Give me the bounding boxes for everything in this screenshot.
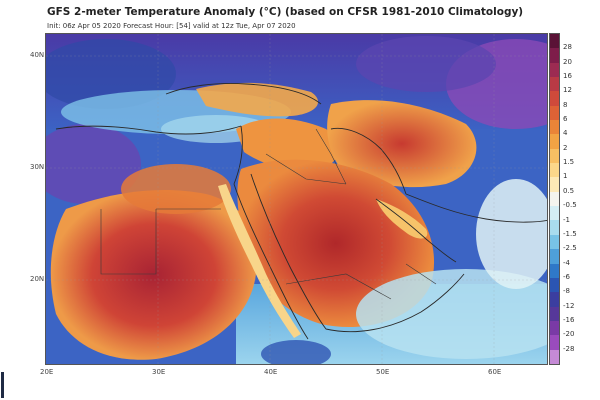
- lon-label-50e: 50E: [376, 368, 390, 376]
- colorbar-segment: [550, 120, 559, 135]
- country-borders: [100, 128, 437, 300]
- colorbar-segment: [550, 306, 559, 321]
- graticule: [46, 34, 547, 364]
- colorbar-label: -4: [563, 258, 570, 267]
- lon-label-60e: 60E: [488, 368, 502, 376]
- anatolia-warm: [196, 82, 319, 117]
- levant-coast: [233, 125, 243, 185]
- sahara-hot-region: [50, 189, 257, 360]
- egypt-warm: [121, 164, 231, 214]
- colorbar-label: 16: [563, 72, 572, 81]
- map-subtitle: Init: 06z Apr 05 2020 Forecast Hour: [54…: [47, 22, 296, 30]
- colorbar-label: 28: [563, 43, 572, 52]
- colorbar-segment: [550, 177, 559, 192]
- iran-warm-region: [327, 100, 477, 188]
- colorbar-label: -12: [563, 301, 575, 310]
- turkey-coast: [165, 83, 322, 105]
- lon-label-20e: 20E: [40, 368, 54, 376]
- left-edge-bar: [1, 372, 4, 398]
- border-oman: [405, 263, 437, 285]
- colorbar-label: 1: [563, 172, 568, 181]
- cold-cell-libya-coast: [46, 124, 141, 204]
- lat-label-40n: 40N: [30, 51, 45, 59]
- colorbar-segment: [550, 206, 559, 221]
- colorbar-label: -6: [563, 272, 570, 281]
- lat-label-30n: 30N: [30, 163, 45, 171]
- colorbar-segment: [550, 335, 559, 350]
- colorbar-segment: [550, 77, 559, 92]
- colorbar-segment: [550, 249, 559, 264]
- colorbar-segment: [550, 134, 559, 149]
- colorbar: [549, 33, 560, 365]
- colorbar-label: -16: [563, 315, 575, 324]
- lat-label-20n: 20N: [30, 275, 45, 283]
- iran-south-coast: [405, 193, 547, 223]
- cold-cell-caspian: [356, 36, 496, 92]
- colorbar-segment: [550, 48, 559, 63]
- lon-label-40e: 40E: [264, 368, 278, 376]
- colorbar-segment: [550, 191, 559, 207]
- colorbar-label: 2: [563, 143, 568, 152]
- colorbar-label: -2.5: [563, 244, 577, 253]
- lon-label-30e: 30E: [152, 368, 166, 376]
- colorbar-segment: [550, 105, 559, 121]
- colorbar-segment: [550, 220, 559, 235]
- colorbar-label: 8: [563, 100, 568, 109]
- north-africa-coast: [55, 125, 242, 135]
- colorbar-segment: [550, 320, 559, 336]
- colorbar-label: -8: [563, 287, 570, 296]
- colorbar-label: -1: [563, 215, 570, 224]
- colorbar-label: 6: [563, 115, 568, 124]
- colorbar-label: -28: [563, 344, 575, 353]
- red-sea: [218, 184, 301, 338]
- red-sea-west-coast: [233, 183, 309, 340]
- colorbar-segment: [550, 148, 559, 164]
- gulf-of-oman: [476, 179, 547, 289]
- colorbar-label: 4: [563, 129, 568, 138]
- colorbar-label: 12: [563, 86, 572, 95]
- coastlines: [55, 83, 547, 340]
- map-title: GFS 2-meter Temperature Anomaly (°C) (ba…: [47, 6, 524, 18]
- temperature-anomaly-map: [45, 33, 548, 365]
- levant-iraq-warm: [236, 118, 339, 173]
- horn-cold-pocket: [261, 340, 331, 364]
- colorbar-segment: [550, 62, 559, 78]
- border-yemen: [285, 273, 392, 300]
- colorbar-label: 20: [563, 57, 572, 66]
- colorbar-segment: [550, 34, 559, 49]
- colorbar-label: 1.5: [563, 158, 575, 167]
- colorbar-label: -20: [563, 330, 575, 339]
- colorbar-label: 0.5: [563, 186, 575, 195]
- colorbar-segment: [550, 292, 559, 307]
- colorbar-segment: [550, 91, 559, 106]
- gulf-coast: [375, 198, 457, 263]
- border-iraq-iran: [315, 128, 347, 185]
- zagros-line: [330, 127, 407, 195]
- map-svg: [46, 34, 547, 364]
- border-libya-chad: [100, 209, 157, 275]
- colorbar-segment: [550, 263, 559, 278]
- colorbar-segment: [550, 163, 559, 178]
- colorbar-segment: [550, 234, 559, 250]
- colorbar-segment: [550, 349, 559, 364]
- colorbar-label: -0.5: [563, 201, 577, 210]
- arabian-sea: [356, 269, 547, 359]
- colorbar-segment: [550, 277, 559, 293]
- colorbar-label: -1.5: [563, 229, 577, 238]
- border-saudi-north: [265, 153, 347, 185]
- arabia-south-coast: [250, 173, 465, 333]
